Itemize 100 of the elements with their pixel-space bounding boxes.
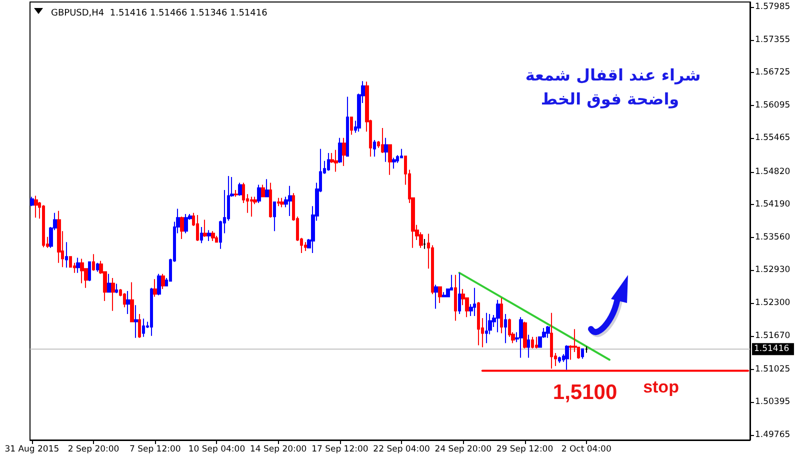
candlestick <box>531 336 534 349</box>
ref-line-label: 1.51416 <box>754 344 790 354</box>
annotation: 1,5100 <box>552 381 618 404</box>
candlestick <box>269 182 272 218</box>
y-tick-label: 1.56095 <box>755 100 790 110</box>
candlestick <box>473 287 476 317</box>
candlestick <box>280 197 284 208</box>
candlestick <box>546 325 550 338</box>
candlestick <box>381 128 384 154</box>
candlestick <box>126 290 130 314</box>
x-tick-label: 14 Sep 20:00 <box>250 444 307 454</box>
x-tick-label: 2 Sep 20:00 <box>68 444 120 454</box>
y-tick-label: 1.57985 <box>755 2 790 12</box>
candlestick <box>277 197 280 207</box>
x-tick-label: 22 Sep 04:00 <box>373 444 430 454</box>
y-tick-label: 1.54820 <box>755 166 790 177</box>
candlestick <box>161 273 165 290</box>
candlestick <box>388 144 392 176</box>
candlestick <box>203 219 207 238</box>
candlestick <box>523 321 527 349</box>
candlestick <box>392 157 396 170</box>
y-tick-label: 1.50395 <box>755 397 790 408</box>
candlestick <box>42 204 45 248</box>
y-tick-label: 1.53560 <box>755 232 790 242</box>
candlestick <box>504 313 507 344</box>
candlestick <box>261 184 265 198</box>
y-tick-label: 1.51670 <box>755 330 790 341</box>
candlestick <box>485 312 488 344</box>
candlestick <box>65 242 68 268</box>
candlestick <box>273 201 276 232</box>
candlestick <box>196 214 199 242</box>
y-tick-label: 1.54190 <box>755 200 790 210</box>
candlestick <box>373 140 376 158</box>
x-tick-label: 31 Aug 2015 <box>4 444 60 454</box>
candlestick <box>250 196 253 218</box>
candlestick <box>342 137 346 167</box>
candlestick <box>265 178 269 198</box>
candlestick <box>304 242 307 252</box>
candlestick <box>438 286 442 304</box>
candlestick <box>338 137 342 164</box>
candlestick <box>288 185 292 217</box>
candlestick <box>585 346 588 354</box>
candlestick <box>123 292 126 308</box>
candlestick <box>130 282 134 322</box>
x-tick-label: 17 Sep 12:00 <box>312 444 368 454</box>
candlestick <box>200 226 203 244</box>
candlestick <box>134 304 138 338</box>
candlestick <box>96 262 99 272</box>
candlestick <box>153 278 157 298</box>
candlestick <box>34 195 38 218</box>
candlestick <box>423 238 426 250</box>
candlestick <box>334 149 338 172</box>
y-tick-label: 1.51025 <box>755 364 790 374</box>
candlestick <box>150 287 153 336</box>
y-tick-label: 1.52300 <box>755 298 790 308</box>
candlestick <box>80 258 84 284</box>
annotation: واضحة فوق الخط <box>540 90 680 108</box>
x-tick-label: 2 Oct 04:00 <box>561 444 612 454</box>
candlestick <box>519 316 523 358</box>
candlestick <box>442 292 446 298</box>
candlestick <box>138 313 141 338</box>
candlestick <box>350 116 353 136</box>
candlestick <box>30 196 34 207</box>
candlestick <box>142 318 145 338</box>
candlestick <box>207 230 211 242</box>
y-tick-label: 1.49765 <box>755 430 790 440</box>
candlestick <box>558 356 561 364</box>
candlestick <box>496 299 500 333</box>
candlestick <box>107 273 111 293</box>
candlestick <box>434 284 438 310</box>
annotation: شراء عند اقفال شمعة <box>525 66 701 84</box>
text: GBPUSD,H4 1.51416 1.51466 1.51346 1.51416 <box>51 8 268 18</box>
candlestick <box>346 96 349 158</box>
candlestick <box>257 184 261 204</box>
candlestick <box>238 182 242 196</box>
candlestick <box>211 230 215 242</box>
candlestick <box>215 235 218 243</box>
candlestick <box>184 213 188 234</box>
y-tick-label: 1.52930 <box>755 265 790 276</box>
x-tick-label: 10 Sep 04:00 <box>188 444 246 454</box>
y-tick-label: 1.57355 <box>755 34 790 45</box>
candlestick <box>180 216 184 240</box>
annotation: stop <box>643 378 679 396</box>
candlestick <box>234 190 238 198</box>
candlestick <box>76 257 80 274</box>
x-tick-label: 24 Sep 20:00 <box>434 444 492 454</box>
y-tick-label: 1.55465 <box>755 133 790 144</box>
candlestick <box>384 137 388 162</box>
candlestick <box>115 283 118 294</box>
x-tick-label: 7 Sep 12:00 <box>129 444 181 454</box>
candlestick <box>535 336 538 349</box>
candlestick <box>500 297 503 334</box>
candlestick <box>57 210 61 264</box>
candlestick <box>527 334 530 358</box>
candlestick <box>111 278 115 312</box>
x-tick-label: 29 Sep 12:00 <box>496 444 554 454</box>
candlestick <box>327 152 330 172</box>
candlestick <box>565 344 569 370</box>
candlestick <box>157 273 161 296</box>
candlestick <box>92 254 95 272</box>
